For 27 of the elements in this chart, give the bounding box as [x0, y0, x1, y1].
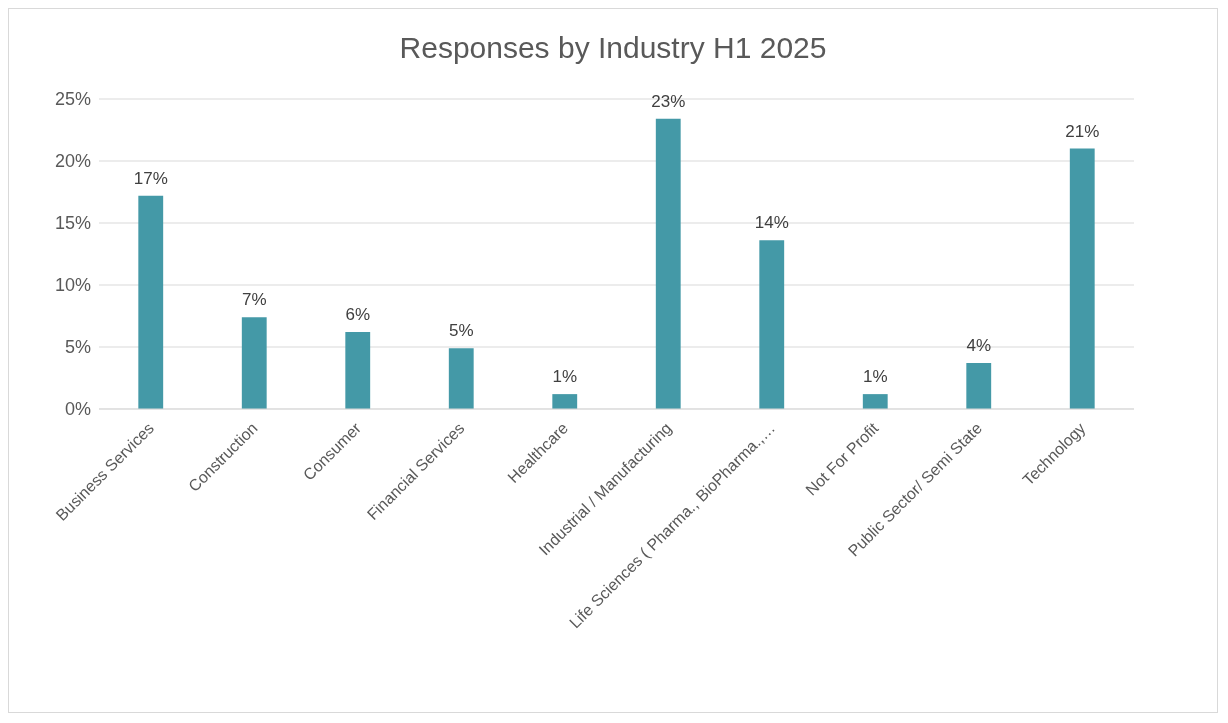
bar [655, 118, 681, 409]
y-tick-label: 10% [54, 275, 91, 296]
chart-title: Responses by Industry H1 2025 [398, 30, 828, 66]
data-label: 21% [1065, 121, 1100, 141]
data-label: 17% [133, 168, 168, 188]
y-tick-label: 25% [54, 89, 91, 110]
bar [1069, 148, 1095, 409]
data-label: 7% [241, 290, 267, 310]
y-tick-label: 15% [54, 213, 91, 234]
data-label: 1% [552, 367, 578, 387]
data-label: 5% [448, 321, 474, 341]
bar [345, 332, 371, 409]
bar [966, 363, 992, 409]
data-label: 6% [345, 305, 371, 325]
y-tick-label: 20% [54, 151, 91, 172]
y-tick-label: 0% [64, 399, 91, 420]
y-tick-label: 5% [64, 337, 91, 358]
bar [552, 394, 578, 409]
data-label: 4% [966, 336, 992, 356]
bar [138, 195, 164, 409]
data-label: 1% [862, 367, 888, 387]
bar [759, 240, 785, 409]
bar [448, 348, 474, 409]
data-label: 23% [651, 91, 686, 111]
bar [241, 317, 267, 409]
data-label: 14% [754, 213, 789, 233]
bar [862, 394, 888, 409]
